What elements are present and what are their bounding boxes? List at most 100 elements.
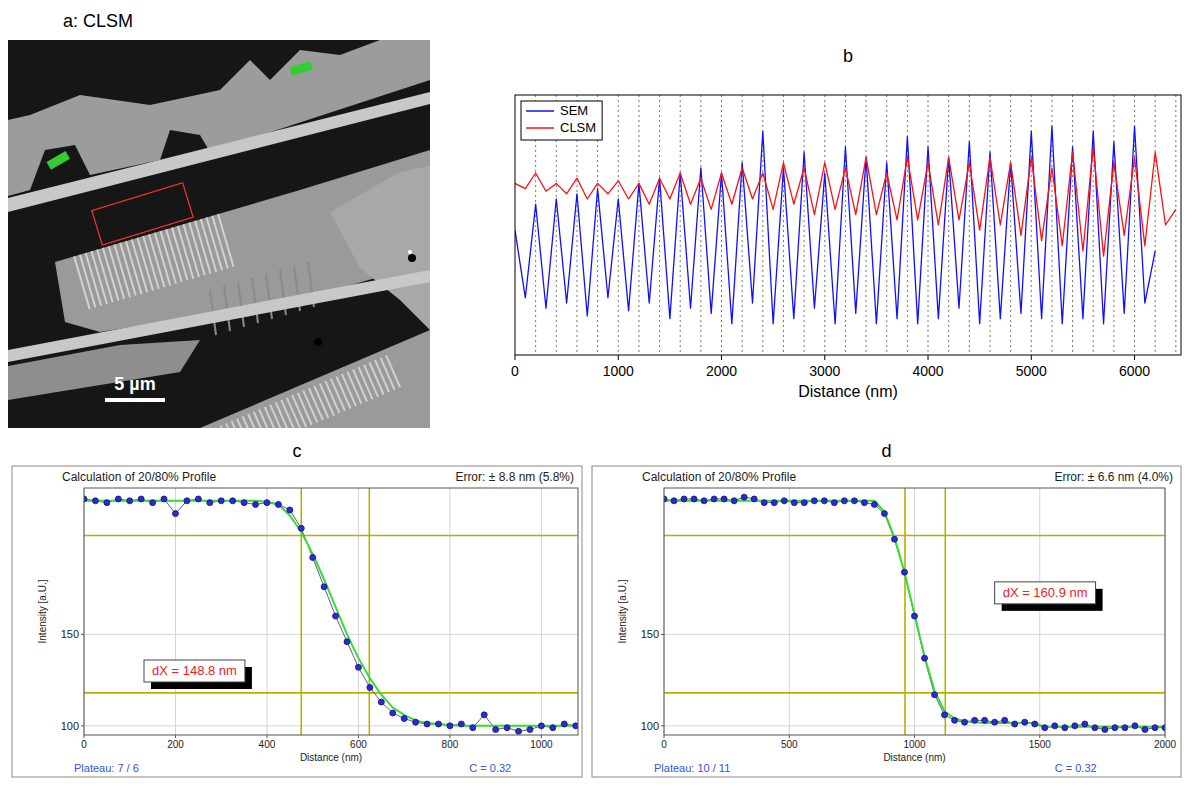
reference-line (1113, 95, 1114, 355)
chart-frame (592, 466, 1181, 777)
grain (330, 166, 430, 330)
tick (1039, 735, 1040, 738)
reference-line (1072, 95, 1073, 355)
reference-line (638, 95, 639, 355)
grid-line (789, 488, 790, 735)
data-point (458, 721, 464, 727)
data-point (333, 613, 339, 619)
dx-box (995, 582, 1096, 604)
data-point (1132, 723, 1138, 729)
data-point (321, 584, 327, 590)
data-point (481, 712, 487, 718)
tick (358, 735, 359, 738)
dx-label: dX = 160.9 nm (1003, 585, 1088, 600)
tick (266, 735, 267, 738)
dx-annotation: dX = 160.9 nm (995, 582, 1103, 611)
data-point (751, 496, 757, 502)
tick-label: 500 (781, 739, 798, 750)
edge-line (904, 488, 906, 735)
c-label: C = 0.32 (1055, 762, 1097, 774)
data-point (781, 498, 787, 504)
data-point (241, 500, 247, 506)
reference-line (824, 95, 825, 355)
data-point (952, 717, 958, 723)
branch (238, 282, 244, 327)
data-point (922, 655, 928, 661)
data-point (1052, 723, 1058, 729)
data-point (671, 498, 677, 504)
tick-label: 0 (661, 739, 667, 750)
tick-label: 1500 (1029, 739, 1052, 750)
reference-line (866, 95, 867, 355)
data-point (801, 500, 807, 506)
reference-line (804, 95, 805, 355)
data-point (1072, 723, 1078, 729)
data-point (275, 501, 281, 507)
tick (789, 735, 790, 738)
data-point (1152, 725, 1158, 731)
panel-c: cCalculation of 20/80% ProfileError: ± 8… (12, 441, 582, 777)
data-point (561, 721, 567, 727)
marker (289, 61, 313, 76)
legend-swatch (526, 110, 554, 112)
tick (84, 735, 85, 738)
panel-letter: d (881, 441, 891, 461)
grid-line (175, 488, 176, 735)
stripe (320, 384, 334, 416)
panel-d: dCalculation of 20/80% ProfileError: ± 6… (592, 441, 1181, 777)
data-point (891, 536, 897, 542)
level-line (84, 535, 578, 537)
series-line (515, 147, 1176, 256)
data-point (1012, 721, 1018, 727)
level-line (664, 535, 1165, 537)
data-point (962, 719, 968, 725)
data-point (127, 498, 133, 504)
level-line (664, 692, 1165, 694)
reference-line (1010, 95, 1011, 355)
data-point (104, 500, 110, 506)
data-point (172, 511, 178, 517)
data-point (841, 498, 847, 504)
data-point (310, 555, 316, 561)
reference-line (989, 95, 990, 355)
reference-line (907, 95, 908, 355)
axis-title: Distance (nm) (798, 383, 898, 400)
legend-swatch (526, 127, 554, 129)
data-point (218, 498, 224, 504)
data-point (1022, 719, 1028, 725)
plot-background (84, 488, 578, 735)
profile-line (664, 497, 1165, 729)
tick-label: 3000 (809, 363, 840, 379)
legend-frame (521, 101, 602, 140)
data-point (1032, 721, 1038, 727)
data-point (1002, 717, 1008, 723)
tick-label: 100 (61, 720, 79, 732)
dx-label: dX = 148.8 nm (152, 663, 237, 678)
panel-letter: b (843, 46, 853, 66)
stripe (331, 379, 345, 411)
tick-label: 1000 (903, 739, 926, 750)
tick (618, 355, 619, 360)
stripe (309, 388, 323, 420)
stripe (292, 395, 306, 427)
grid-line (541, 488, 542, 735)
reference-line (969, 95, 970, 355)
tick (914, 735, 915, 738)
tick-label: 0 (81, 739, 87, 750)
micrograph (8, 40, 430, 428)
data-point (195, 496, 201, 502)
data-point (681, 496, 687, 502)
tick-label: 600 (350, 739, 367, 750)
data-point (573, 723, 578, 729)
legend-label: CLSM (560, 120, 596, 135)
tick-label: 5000 (1016, 363, 1047, 379)
tick-label: 6000 (1119, 363, 1150, 379)
branch (252, 278, 258, 323)
data-point (390, 710, 396, 716)
data-point (1082, 721, 1088, 727)
data-point (161, 496, 167, 502)
data-point (821, 498, 827, 504)
stripe (314, 386, 328, 418)
tick (515, 355, 516, 360)
data-point (401, 716, 407, 722)
